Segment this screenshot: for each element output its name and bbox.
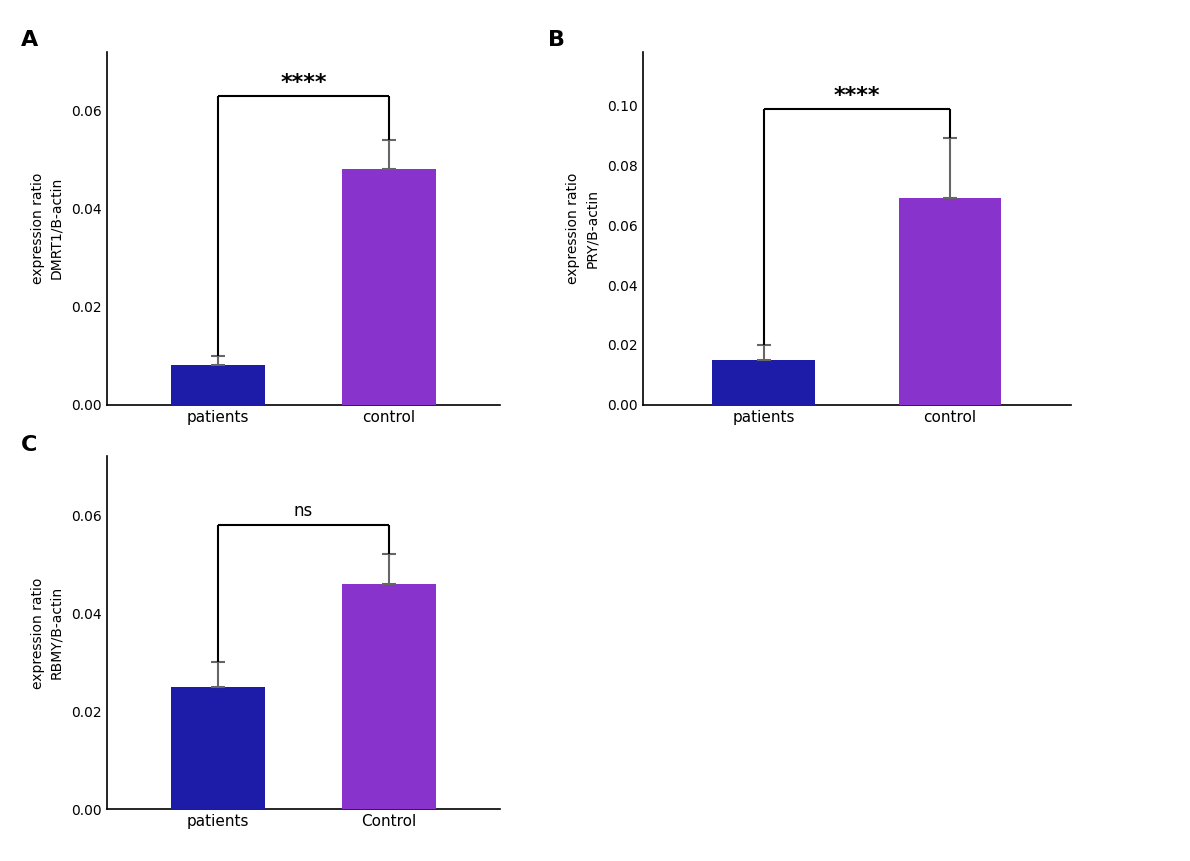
Text: ****: **** — [833, 86, 881, 106]
Y-axis label: expression ratio
DMRT1/B-actin: expression ratio DMRT1/B-actin — [31, 172, 63, 284]
Text: ****: **** — [280, 73, 327, 93]
Y-axis label: expression ratio
PRY/B-actin: expression ratio PRY/B-actin — [566, 172, 599, 284]
Y-axis label: expression ratio
RBMY/B-actin: expression ratio RBMY/B-actin — [31, 577, 63, 689]
Bar — [342, 170, 436, 405]
Bar — [171, 687, 265, 809]
Text: C: C — [20, 435, 37, 455]
Text: A: A — [20, 30, 38, 51]
Text: ns: ns — [294, 502, 313, 520]
Bar — [898, 198, 1001, 405]
Text: B: B — [549, 30, 565, 51]
Bar — [171, 365, 265, 405]
Bar — [342, 584, 436, 809]
Bar — [713, 360, 815, 405]
